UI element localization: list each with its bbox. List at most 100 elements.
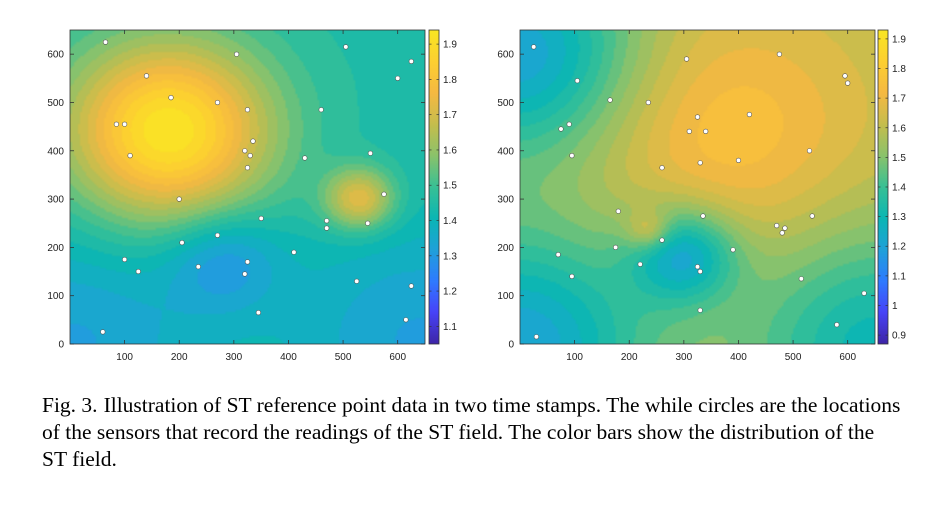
colorbar-tick-label: 1.4 <box>892 183 906 194</box>
sensor-point <box>244 107 251 113</box>
sensor-point <box>703 128 709 134</box>
sensor-point <box>179 240 185 246</box>
sensor-point <box>861 290 867 296</box>
sensor-point <box>244 259 251 265</box>
colorbar-tick-label: 1.6 <box>443 145 457 156</box>
y-tick-label: 0 <box>58 340 64 351</box>
sensor-point <box>533 334 540 340</box>
panel-left: 100 200 300 400 500 600 0 100 200 300 400 500 600 1.… <box>47 29 457 363</box>
sensor-point <box>121 256 128 263</box>
sensor-point <box>697 160 703 166</box>
y-tick-label: 500 <box>47 98 64 109</box>
sensor-point <box>569 153 575 159</box>
sensor-point <box>291 249 297 255</box>
colorbar-tick-label: 1.2 <box>892 242 906 253</box>
colorbar-box-left <box>428 29 440 345</box>
sensor-point <box>381 191 387 197</box>
sensor-point <box>842 73 848 79</box>
sensor-point <box>395 75 401 81</box>
caption-text: Illustration of ST reference point data … <box>42 393 901 471</box>
sensor-point <box>735 157 742 163</box>
sensor-point <box>250 138 256 144</box>
axis-ticks-left: 100 200 300 400 500 600 0 100 200 300 400 500 600 <box>47 30 425 363</box>
sensor-point <box>113 121 119 127</box>
sensor-point <box>214 232 221 238</box>
sensor-point <box>569 273 575 280</box>
y-tick-label: 100 <box>497 291 514 302</box>
sensor-point <box>127 153 133 159</box>
sensor-point <box>637 261 643 267</box>
sensor-point <box>214 99 221 106</box>
sensor-point <box>845 80 851 86</box>
y-tick-label: 600 <box>497 50 514 61</box>
x-tick-label: 200 <box>621 352 638 363</box>
sensor-point <box>135 268 141 275</box>
sensor-point <box>255 310 262 316</box>
sensor-point <box>100 329 106 335</box>
colorbar-tick-label: 0.9 <box>892 331 906 342</box>
sensor-point <box>700 213 706 219</box>
colorbar-left <box>429 30 439 344</box>
sensor-point <box>558 126 564 132</box>
sensor-point <box>809 213 815 219</box>
sensor-point <box>195 264 201 270</box>
colorbar-ticks-left: 1.1 1.2 1.3 1.4 1.5 1.6 1.7 1.8 1.9 <box>429 40 457 333</box>
y-tick-label: 500 <box>497 98 514 109</box>
y-tick-label: 0 <box>508 340 514 351</box>
x-tick-label: 100 <box>116 352 133 363</box>
sensor-layer-right <box>531 44 867 340</box>
sensor-layer-left <box>100 39 414 335</box>
colorbar-tick-label: 1.5 <box>443 181 457 192</box>
sensor-point <box>697 268 703 275</box>
sensor-point <box>683 56 690 62</box>
figure: 100 200 300 400 500 600 0 100 200 300 400 500 600 1.… <box>47 29 906 363</box>
colorbar-ticks-right: 0.9 1 1.1 1.2 1.3 1.4 1.5 1.6 1.7 1.8 1.9 <box>878 34 906 342</box>
colorbar-tick-label: 1 <box>892 301 898 312</box>
x-tick-label: 500 <box>785 352 802 363</box>
sensor-point <box>566 121 572 127</box>
sensor-point <box>244 165 251 171</box>
sensor-point <box>121 121 128 127</box>
sensor-point <box>143 73 150 79</box>
colorbar-tick-label: 1.1 <box>892 271 906 282</box>
sensor-point <box>776 51 783 57</box>
y-tick-label: 600 <box>47 50 64 61</box>
colorbar-tick-label: 1.6 <box>892 123 906 134</box>
sensor-point <box>318 107 324 113</box>
sensor-point <box>694 264 701 270</box>
sensor-point <box>354 278 360 284</box>
colorbar-right <box>878 30 888 344</box>
sensor-point <box>242 271 248 277</box>
colorbar-tick-label: 1.8 <box>443 75 457 86</box>
sensor-point <box>408 58 414 65</box>
sensor-point <box>343 44 349 50</box>
x-tick-label: 400 <box>730 352 747 363</box>
caption-label: Fig. 3. <box>42 393 98 417</box>
colorbar-tick-label: 1.9 <box>443 40 457 51</box>
axes-box-left <box>69 29 426 345</box>
y-tick-label: 100 <box>47 291 64 302</box>
sensor-point <box>302 155 308 161</box>
sensor-point <box>774 223 780 229</box>
heatmap-right <box>520 30 875 344</box>
colorbar-tick-label: 1.5 <box>892 153 906 164</box>
axes-box-right <box>519 29 876 345</box>
x-tick-label: 600 <box>839 352 856 363</box>
y-tick-label: 400 <box>47 146 64 157</box>
x-tick-label: 100 <box>566 352 583 363</box>
y-tick-label: 200 <box>497 243 514 254</box>
sensor-point <box>798 276 804 282</box>
x-tick-label: 300 <box>676 352 693 363</box>
y-tick-label: 300 <box>497 195 514 206</box>
sensor-point <box>324 218 330 224</box>
colorbar-tick-label: 1.7 <box>892 94 906 105</box>
sensor-point <box>324 225 330 231</box>
sensor-point <box>365 220 371 226</box>
x-tick-label: 200 <box>171 352 188 363</box>
sensor-point <box>694 114 701 120</box>
colorbar-tick-label: 1.3 <box>443 251 457 262</box>
sensor-point <box>834 322 840 328</box>
sensor-point <box>730 247 736 253</box>
axis-ticks-right: 100 200 300 400 500 600 0 100 200 300 400 500 600 <box>497 30 875 363</box>
colorbar-tick-label: 1.9 <box>892 34 906 45</box>
